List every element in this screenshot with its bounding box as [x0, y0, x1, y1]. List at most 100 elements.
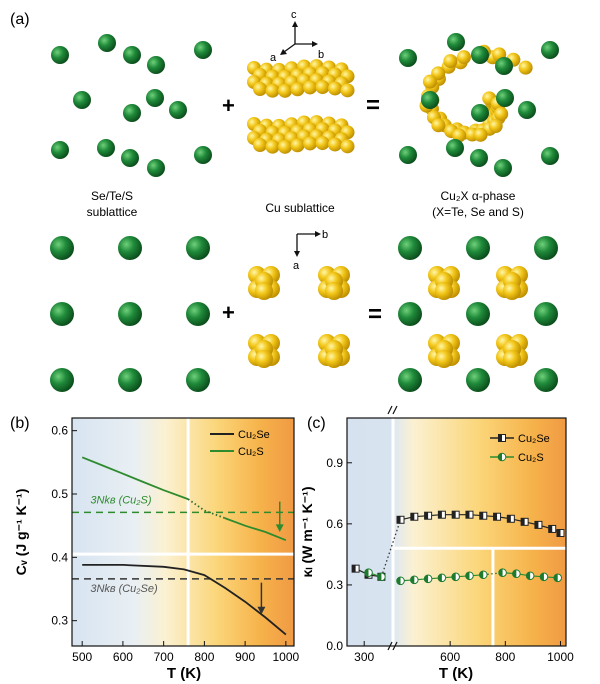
cu-atom	[315, 136, 330, 151]
anion-atom	[470, 149, 488, 167]
cu2se-marker-half	[424, 512, 429, 520]
legend-label: Cu₂S	[518, 452, 544, 464]
anion-atom	[186, 302, 210, 326]
anion-atom	[73, 91, 91, 109]
anion-atom	[194, 146, 212, 164]
anion-atom	[121, 149, 139, 167]
anion-sublattice-bottom	[50, 236, 210, 392]
axis-b-label: b	[318, 49, 324, 61]
cu-atom	[456, 50, 471, 65]
anion-atom	[50, 368, 74, 392]
anion-atom	[194, 41, 212, 59]
cu-atom	[290, 138, 305, 153]
cu-atom	[488, 119, 503, 134]
anion-atom	[118, 236, 142, 260]
cu-atom	[328, 137, 342, 152]
series-line	[81, 456, 189, 500]
anion-atom	[446, 139, 464, 157]
panel-c-letter: (c)	[307, 415, 326, 432]
cu-sublattice-top	[247, 59, 355, 154]
cu-atom	[443, 54, 458, 69]
cu2s-marker-half	[526, 571, 531, 580]
anion-atom	[471, 104, 489, 122]
anion-atom	[399, 146, 417, 164]
panel-b-ylabel: Cᵥ (J g⁻¹ K⁻¹)	[13, 489, 29, 576]
anion-atom	[50, 236, 74, 260]
legend-marker-half	[498, 434, 502, 442]
x-tick-label: 600	[113, 650, 133, 664]
phase-caption-line1: Cu₂X α-phase	[441, 189, 516, 203]
panel-b-xlabel: T (K)	[167, 665, 201, 682]
anion-atom	[398, 368, 422, 392]
anion-atom	[147, 159, 165, 177]
anion-caption-line1: Se/Te/S	[91, 189, 133, 203]
axis-b-label-bottom: b	[322, 229, 328, 241]
cu2se-marker-half	[507, 515, 511, 523]
anion-atom	[118, 368, 142, 392]
y-tick-label: 0.9	[326, 456, 343, 470]
anion-atom	[541, 41, 559, 59]
cu2s-marker-half	[465, 571, 470, 580]
legend-label: Cu₂Se	[518, 433, 550, 445]
x-tick-label: 1000	[273, 650, 300, 664]
anion-atom	[398, 236, 422, 260]
cu2se-marker-half	[534, 521, 539, 529]
cu2s-marker-half	[438, 574, 442, 582]
axes-triad-bottom: b a	[293, 229, 328, 272]
x-tick-label: 1000	[547, 650, 574, 664]
cu-atom	[494, 106, 509, 121]
cu-atom	[265, 139, 280, 154]
panel-a: (a) + = c a b Se/Te/S sublattice Cu subl…	[10, 9, 559, 392]
cu2se-marker-half	[438, 511, 442, 519]
x-tick-label: 800	[194, 650, 214, 664]
cu-atom	[435, 350, 453, 368]
anion-atom	[147, 56, 165, 74]
panel-b: (b) 3Nkʙ (Cu₂S) 3Nkʙ (Cu₂Se) Cu₂Se Cu₂S 500 6…	[10, 415, 300, 682]
panel-b-plot: 3Nkʙ (Cu₂S) 3Nkʙ (Cu₂Se) Cu₂Se Cu₂S 500 600 70…	[51, 418, 300, 664]
anion-atom	[518, 101, 536, 119]
cu-caption: Cu sublattice	[265, 201, 335, 215]
cu2s-marker-half	[540, 572, 544, 581]
cu2se-marker-half	[521, 518, 525, 526]
panel-b-legend: Cu₂Se Cu₂S	[210, 429, 270, 458]
anion-atom	[534, 302, 558, 326]
y-tick-label: 0.4	[51, 550, 68, 564]
anion-atom	[50, 302, 74, 326]
cu-atom	[255, 350, 273, 368]
cu-atom	[303, 80, 317, 95]
cu-atom	[303, 136, 317, 151]
anion-atom	[534, 236, 558, 260]
cu2s-marker-half	[396, 577, 401, 585]
cu2s-arrow-head	[275, 524, 284, 532]
cu2se-marker-half	[556, 529, 561, 537]
series-line	[82, 564, 287, 636]
anion-atom	[399, 49, 417, 67]
anion-atom	[169, 101, 187, 119]
cu2se-marker-half	[410, 513, 415, 521]
cu-atom	[290, 82, 305, 97]
panel-c-ylabel: κₗ (W m⁻¹ K⁻¹)	[299, 487, 315, 578]
anion-atom	[123, 46, 141, 64]
cu-atom	[265, 83, 280, 98]
anion-atom	[51, 141, 69, 159]
panel-c-xlabel: T (K)	[439, 665, 473, 682]
phase-caption-line2: (X=Te, Se and S)	[432, 205, 524, 219]
anion-atom	[471, 46, 489, 64]
x-tick-label: 600	[440, 650, 460, 664]
panel-c-frame	[346, 417, 567, 647]
plus-sign-bottom: +	[222, 300, 235, 325]
cu-atom	[340, 139, 355, 154]
anion-atom	[97, 139, 115, 157]
x-tick-label: 300	[354, 650, 374, 664]
low-temp-region	[347, 418, 393, 646]
cu2se-marker-half	[493, 513, 498, 521]
anion-atom	[98, 34, 116, 52]
alpha-phase-bottom	[398, 236, 558, 392]
axis-a-label: a	[270, 52, 277, 64]
anion-atom	[466, 302, 490, 326]
y-tick-label: 0.3	[326, 578, 343, 592]
cu2se-marker-half	[352, 565, 356, 573]
cu2se-marker-half	[548, 525, 553, 533]
anion-atom	[51, 46, 69, 64]
